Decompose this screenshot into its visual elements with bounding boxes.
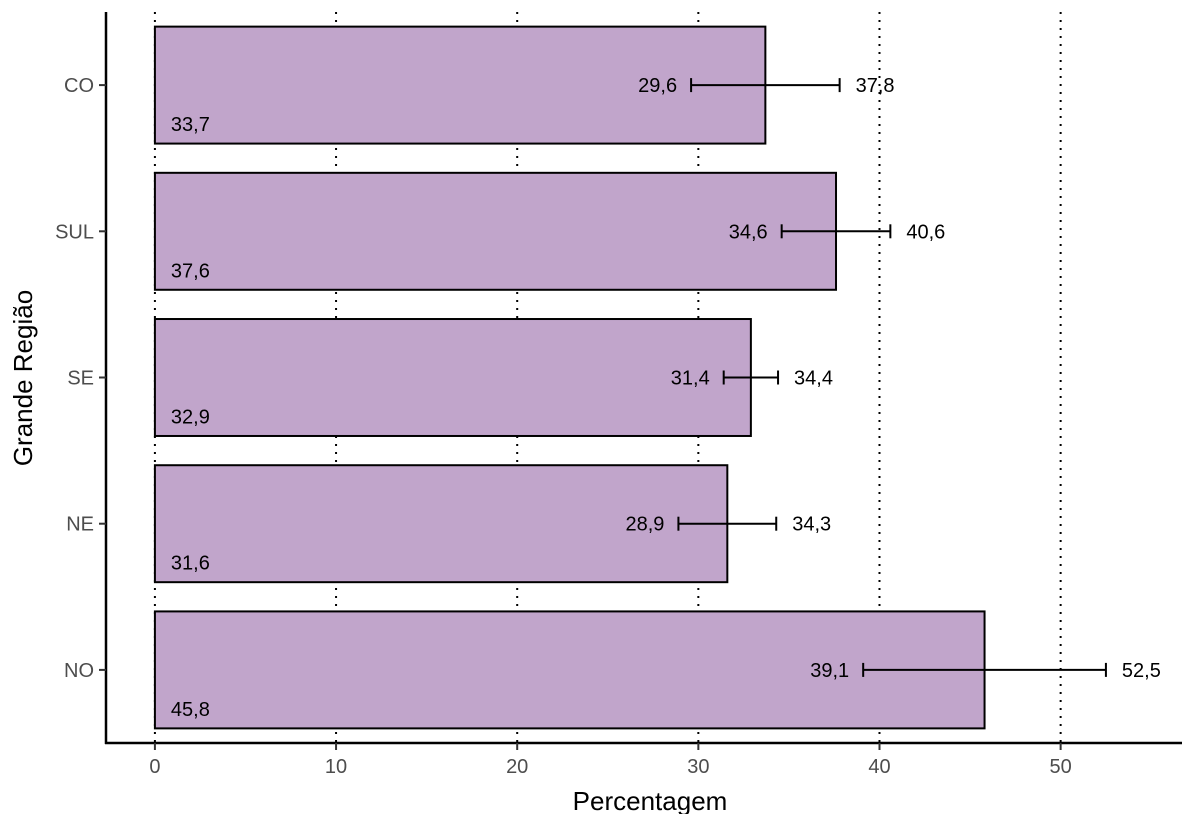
x-tick-label: 50: [1050, 756, 1072, 778]
y-tick-label-ne: NE: [66, 514, 94, 536]
y-tick-label-co: CO: [64, 75, 94, 97]
value-label-ne: 31,6: [171, 553, 210, 575]
ci-lower-label: 28,9: [625, 514, 664, 536]
x-tick-label: 30: [687, 756, 709, 778]
y-tick-label-se: SE: [67, 368, 94, 390]
y-tick-label-no: NO: [64, 660, 94, 682]
x-tick-label: 20: [506, 756, 528, 778]
error-bars-layer: [677, 78, 1107, 677]
bar-sul: [153, 171, 838, 291]
value-label-co: 33,7: [171, 114, 210, 136]
ci-upper-label: 34,3: [792, 514, 831, 536]
ci-lower-label: 29,6: [638, 75, 677, 97]
bar-ne: [153, 464, 729, 584]
value-label-no: 45,8: [171, 699, 210, 721]
ci-lower-label: 31,4: [671, 368, 710, 390]
ci-upper-label: 37,8: [856, 75, 895, 97]
ci-upper-label: 34,4: [794, 368, 833, 390]
value-label-se: 32,9: [171, 407, 210, 429]
ci-lower-label: 34,6: [729, 221, 768, 243]
bar-se: [153, 318, 752, 437]
y-axis-title: Grande Região: [8, 290, 38, 466]
ticks-layer: NO NE SE SUL CO 0 10 20 30 40 50: [55, 75, 1072, 778]
x-tick-label: 0: [149, 756, 160, 778]
bar-no: [153, 610, 986, 730]
bar-co: [153, 25, 767, 145]
x-tick-label: 10: [325, 756, 347, 778]
ci-lower-label: 39,1: [810, 660, 849, 682]
ci-upper-label: 52,5: [1122, 660, 1161, 682]
x-axis-title: Percentagem: [573, 786, 728, 814]
value-labels-layer: 45,8 39,1 52,5 31,6 28,9 34,3 32,9 31,4 34,4 37,6…: [171, 75, 1161, 721]
ci-upper-label: 40,6: [906, 221, 945, 243]
bars-layer: [153, 25, 986, 730]
y-tick-label-sul: SUL: [55, 221, 94, 243]
value-label-sul: 37,6: [171, 260, 210, 282]
x-tick-label: 40: [868, 756, 890, 778]
